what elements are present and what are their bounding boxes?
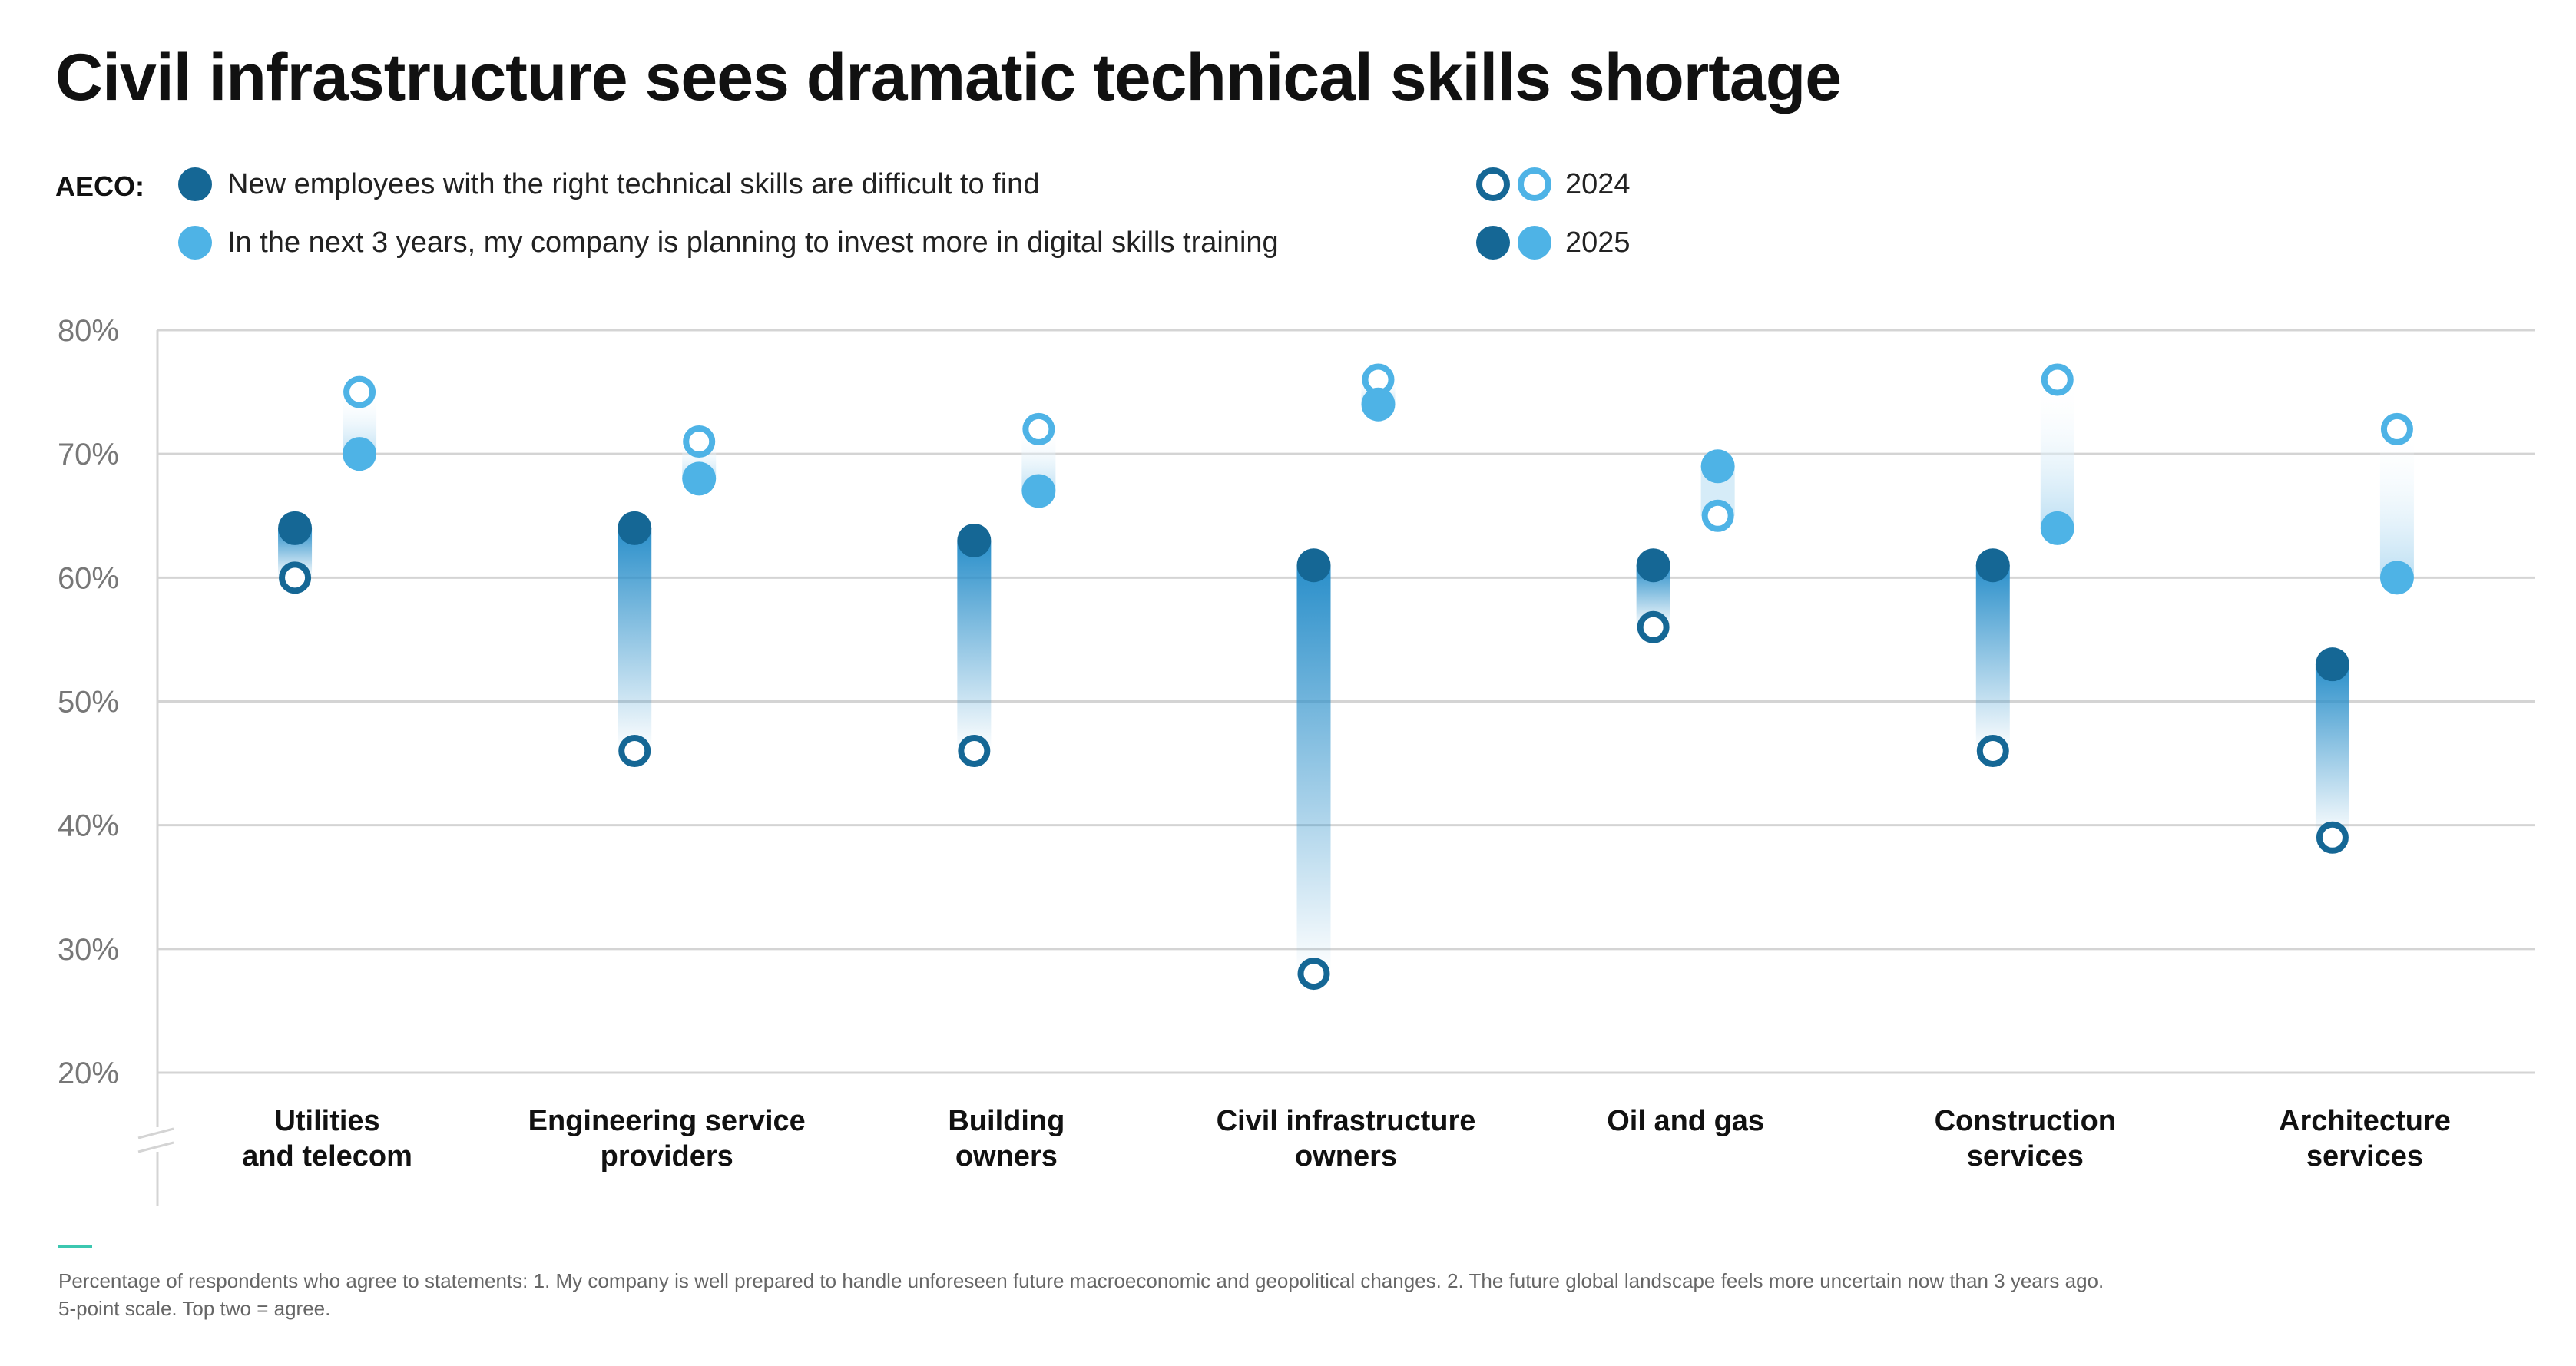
category-label: Architecture services [2279, 1105, 2451, 1173]
grid-lines [137, 329, 2535, 1206]
legend-light-dot [178, 226, 212, 260]
category-label: Civil infrastructure owners [1217, 1105, 1476, 1173]
category-label-line: owners [955, 1140, 1058, 1173]
point-2025-training [2379, 561, 2414, 595]
category-label-line: owners [1295, 1140, 1397, 1173]
point-2025-training [682, 461, 717, 496]
category-label: Building owners [948, 1105, 1065, 1173]
dot-range-chart: 80% 70% 60% 50% 40% 30% 20% Utilities and telec… [58, 314, 2535, 1206]
footnote-line-2: 5-point scale. Top two = agree. [58, 1297, 331, 1320]
point-2025-skills [278, 511, 313, 545]
category-label: Engineering service providers [528, 1105, 806, 1173]
point-2024-training [343, 375, 376, 408]
point-2024-skills [2316, 821, 2349, 854]
point-2024-training [2041, 363, 2074, 396]
point-2024-skills [1297, 958, 1330, 991]
point-2025-skills [1296, 548, 1331, 583]
x-axis-categories: Utilities and telecom Engineering service p… [242, 1105, 2451, 1173]
range-bar-training [2379, 428, 2414, 578]
point-2024-skills [1637, 610, 1670, 643]
footnote: Percentage of respondents who agree to s… [58, 1267, 2516, 1322]
legend-year-2024: 2024 [1476, 167, 1631, 201]
footnote-accent [58, 1245, 92, 1248]
legend-prefix: AECO: [55, 170, 144, 202]
y-tick-label: 50% [58, 686, 119, 719]
y-tick-label: 30% [58, 933, 119, 967]
category-label-line: Architecture [2279, 1105, 2451, 1137]
legend-full-light [1518, 226, 1551, 260]
point-2025-skills [618, 511, 652, 545]
legend-item-skills: New employees with the right technical s… [178, 167, 1039, 201]
point-2025-skills [1636, 548, 1670, 583]
y-tick-label: 60% [58, 561, 119, 595]
point-2024-training [1022, 412, 1055, 445]
y-axis-ticks: 80% 70% 60% 50% 40% 30% 20% [58, 314, 119, 1090]
range-bar-training [2040, 379, 2074, 528]
legend-dark-dot [178, 167, 212, 201]
legend-label-skills: New employees with the right technical s… [227, 167, 1040, 200]
range-bar-skills [957, 540, 992, 751]
category-label-line: providers [601, 1140, 733, 1173]
legend-year-2025-label: 2025 [1565, 226, 1631, 259]
point-2024-skills [279, 561, 312, 594]
footnote-line-1: Percentage of respondents who agree to s… [58, 1269, 2104, 1292]
legend-ring-light [1518, 167, 1551, 201]
legend-ring-dark [1476, 167, 1510, 201]
range-bar-skills [1975, 565, 2010, 751]
legend: AECO: New employees with the right techn… [55, 161, 1745, 276]
chart-title: Civil infrastructure sees dramatic techn… [55, 41, 1842, 114]
point-2025-skills [957, 523, 992, 557]
category-label-line: and telecom [242, 1140, 412, 1173]
point-2024-training [2380, 412, 2413, 445]
point-2025-training [1361, 387, 1396, 422]
range-bar-skills [1296, 565, 1331, 974]
point-2025-training [1700, 449, 1735, 484]
category-label-line: Construction [1935, 1105, 2116, 1137]
legend-item-training: In the next 3 years, my company is plann… [178, 226, 1279, 260]
category-label: Oil and gas [1607, 1105, 1764, 1137]
legend-full-dark [1476, 226, 1510, 260]
y-tick-label: 70% [58, 438, 119, 471]
point-2024-skills [958, 734, 991, 767]
point-2024-skills [1976, 734, 2009, 767]
category-label: Utilities and telecom [242, 1105, 412, 1173]
category-label-line: Oil and gas [1607, 1105, 1764, 1137]
category-label-line: Civil infrastructure [1217, 1105, 1476, 1137]
range-bar-skills [618, 528, 652, 751]
category-label-line: services [2306, 1140, 2423, 1173]
range-bar-skills [2315, 664, 2349, 838]
category-label-line: Building [948, 1105, 1065, 1137]
category-label-line: Utilities [274, 1105, 379, 1137]
point-2025-training [2040, 511, 2074, 545]
point-2025-training [1021, 474, 1056, 508]
point-2025-skills [1975, 548, 2010, 583]
category-label-line: Engineering service [528, 1105, 806, 1137]
axis-break-mark [137, 1141, 174, 1153]
axis-break-mark [137, 1127, 174, 1139]
category-label-line: services [1967, 1140, 2084, 1173]
category-label: Construction services [1935, 1105, 2116, 1173]
legend-year-2024-label: 2024 [1565, 167, 1631, 200]
point-2024-training [683, 425, 716, 458]
point-2024-skills [618, 734, 651, 767]
y-tick-label: 20% [58, 1057, 119, 1090]
point-2025-skills [2315, 647, 2349, 682]
range-bars [278, 379, 2414, 974]
y-tick-label: 40% [58, 809, 119, 843]
legend-year-2025: 2025 [1476, 226, 1631, 260]
y-tick-label: 80% [58, 314, 119, 348]
data-points [278, 363, 2414, 991]
legend-label-training: In the next 3 years, my company is plann… [227, 226, 1279, 259]
point-2024-training [1701, 499, 1734, 532]
point-2025-training [343, 437, 377, 471]
